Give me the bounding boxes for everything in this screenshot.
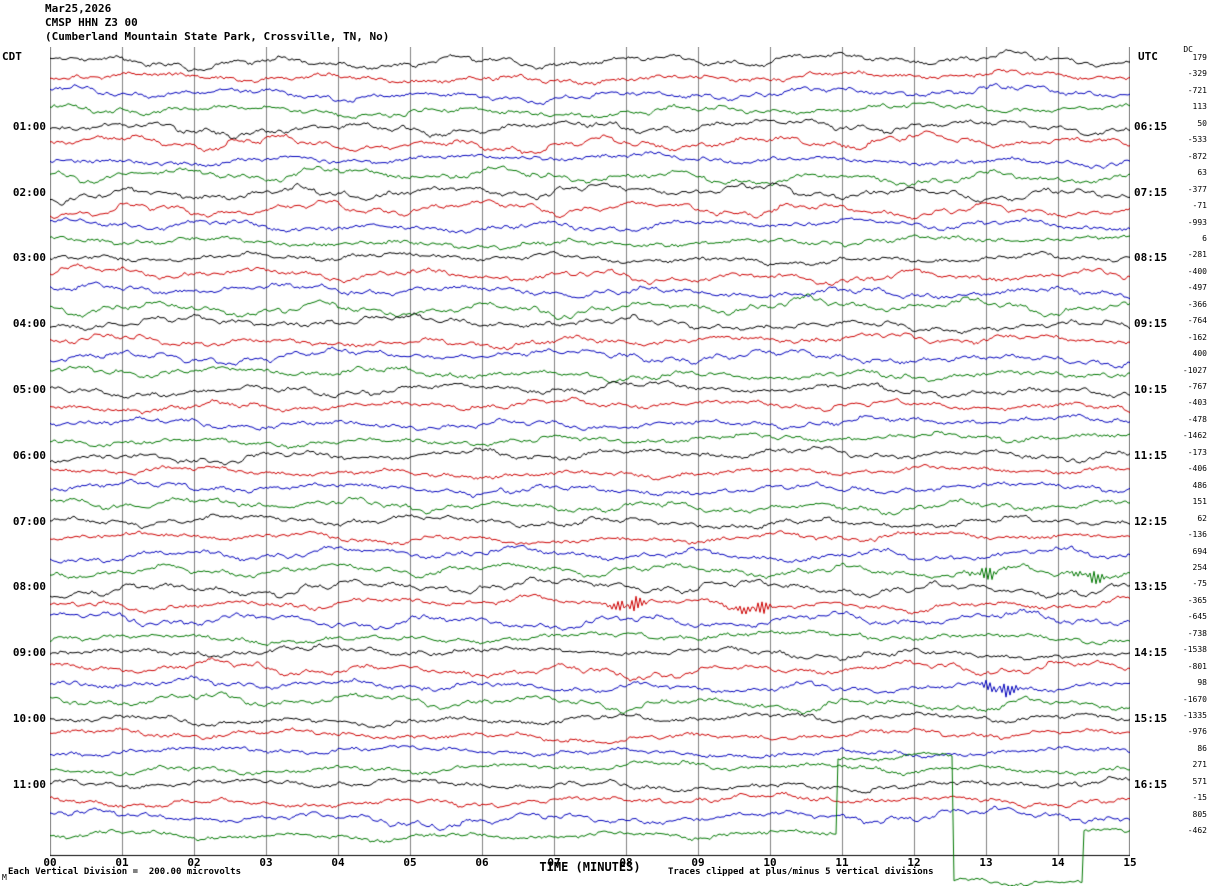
left-hour-label: 01:00	[12, 119, 46, 133]
left-hour-label: 10:00	[12, 712, 46, 725]
dc-offset-value: 62	[1197, 513, 1207, 523]
dc-offset-value: 486	[1192, 480, 1207, 490]
dc-offset-value: -801	[1187, 661, 1207, 671]
dc-offset-value: 63	[1197, 168, 1207, 178]
x-tick-label: 07	[547, 856, 561, 869]
x-tick-label: 11	[835, 856, 849, 869]
dc-offset-value: -497	[1187, 283, 1207, 293]
dc-offset-value: 571	[1192, 776, 1207, 786]
dc-offset-value: 254	[1192, 562, 1207, 572]
x-tick-label: 13	[979, 856, 993, 869]
dc-offset-value: -329	[1187, 69, 1207, 79]
dc-offset-value: -162	[1187, 332, 1207, 342]
x-tick-label: 14	[1051, 856, 1065, 869]
x-tick-label: 00	[43, 856, 57, 869]
dc-offset-value: -872	[1187, 151, 1207, 161]
dc-offset-value: -136	[1187, 530, 1207, 540]
dc-offset-value: 98	[1197, 678, 1207, 688]
dc-offset-value: -993	[1187, 217, 1207, 227]
dc-offset-value: 113	[1192, 102, 1207, 112]
dc-offset-value: -400	[1187, 266, 1207, 276]
dc-offset-value: -976	[1187, 727, 1207, 737]
right-hour-label: 13:15	[1134, 580, 1168, 594]
dc-offset-value: -738	[1187, 628, 1207, 638]
dc-offset-value: -366	[1187, 299, 1207, 309]
dc-offset-value: 179	[1192, 53, 1207, 62]
dc-offset-value: -478	[1187, 414, 1207, 424]
right-hour-label: 06:15	[1134, 119, 1168, 133]
dc-offset-value: -1462	[1182, 431, 1207, 441]
left-hour-label: 04:00	[12, 317, 46, 331]
dc-offset-value: 86	[1197, 743, 1207, 753]
plot-title-date: Mar25,2026	[45, 2, 112, 15]
dc-offset-value: 50	[1197, 118, 1207, 128]
logo-mark: M	[2, 873, 7, 882]
dc-offset-value: -15	[1192, 793, 1207, 803]
dc-offset-value: -462	[1187, 826, 1207, 836]
left-hour-label: 06:00	[12, 448, 46, 462]
left-hour-label: 02:00	[12, 185, 46, 199]
dc-offset-value: -1335	[1182, 711, 1207, 720]
right-hour-label: 14:15	[1134, 646, 1168, 660]
right-timezone-label: UTC	[1138, 50, 1158, 63]
right-hour-label: 09:15	[1134, 317, 1168, 331]
x-tick-label: 12	[907, 856, 921, 869]
vertical-scale-note: Each Vertical Division = 200.00 microvol…	[8, 867, 241, 877]
x-tick-label: 06	[475, 856, 489, 869]
dc-offset-value: 805	[1192, 809, 1207, 819]
dc-offset-value: 151	[1192, 497, 1207, 507]
dc-offset-value: 6	[1202, 233, 1207, 243]
dc-offset-value: 694	[1192, 546, 1207, 556]
dc-offset-value: 400	[1192, 349, 1207, 359]
right-hour-label: 12:15	[1134, 514, 1168, 528]
dc-offset-value: -377	[1187, 184, 1207, 194]
left-hour-label: 11:00	[12, 777, 46, 791]
x-tick-label: 04	[331, 856, 345, 869]
right-hour-label: 11:15	[1134, 448, 1168, 462]
left-hour-label: 03:00	[12, 251, 46, 265]
dc-offset-value: -403	[1187, 398, 1207, 408]
plot-title-location: (Cumberland Mountain State Park, Crossvi…	[45, 30, 390, 43]
right-hour-label: 08:15	[1134, 251, 1168, 265]
clip-note: Traces clipped at plus/minus 5 vertical …	[668, 867, 934, 877]
dc-offset-value: -281	[1187, 250, 1207, 260]
right-hour-label: 16:15	[1134, 777, 1168, 791]
dc-offset-value: 271	[1192, 760, 1207, 770]
x-tick-label: 02	[187, 856, 201, 869]
dc-offset-value: -764	[1187, 316, 1207, 326]
dc-offset-value: -1538	[1182, 645, 1207, 655]
left-hour-label: 07:00	[12, 514, 46, 528]
seismogram-canvas	[50, 47, 1130, 886]
x-tick-label: 03	[259, 856, 273, 869]
left-hour-label: 05:00	[12, 383, 46, 396]
left-hour-label: 08:00	[12, 580, 46, 594]
dc-offset-header: DC	[1183, 45, 1193, 54]
dc-offset-value: -406	[1187, 464, 1207, 474]
dc-offset-value: -75	[1192, 579, 1207, 589]
x-tick-label: 15	[1123, 856, 1137, 869]
right-hour-label: 15:15	[1134, 712, 1168, 725]
plot-title-station: CMSP HHN Z3 00	[45, 16, 138, 29]
right-hour-label: 10:15	[1134, 383, 1168, 396]
dc-offset-value: -721	[1187, 85, 1207, 95]
x-axis-title: TIME (MINUTES)	[539, 860, 641, 874]
dc-offset-value: -71	[1192, 201, 1207, 211]
left-hour-label: 09:00	[12, 646, 46, 660]
x-tick-label: 08	[619, 856, 633, 869]
x-tick-label: 10	[763, 856, 777, 869]
x-tick-label: 01	[115, 856, 129, 869]
right-hour-label: 07:15	[1134, 185, 1168, 199]
dc-offset-value: -173	[1187, 447, 1207, 457]
left-timezone-label: CDT	[2, 50, 22, 63]
x-tick-label: 09	[691, 856, 705, 869]
dc-offset-value: -533	[1187, 135, 1207, 145]
dc-offset-value: -645	[1187, 612, 1207, 622]
dc-offset-value: -1027	[1182, 365, 1207, 375]
dc-offset-value: -767	[1187, 382, 1207, 391]
dc-offset-value: -1670	[1182, 694, 1207, 704]
dc-offset-value: -365	[1187, 595, 1207, 605]
x-tick-label: 05	[403, 856, 417, 869]
